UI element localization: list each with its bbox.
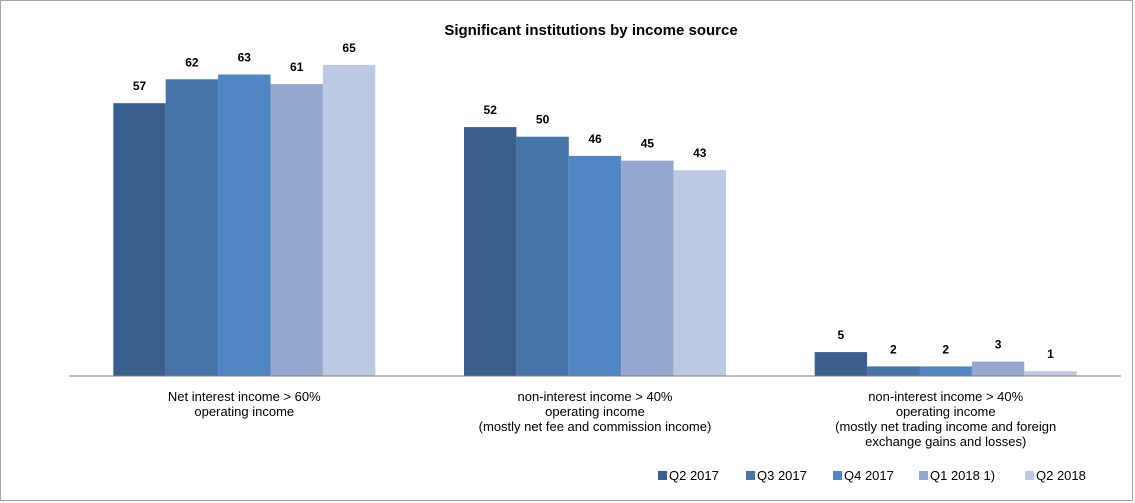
category-label-1: Net interest income > 60% operating incom… xyxy=(168,389,321,419)
bar-3-5 xyxy=(1024,371,1077,376)
data-label-2-2: 50 xyxy=(536,113,550,127)
data-label-3-1: 5 xyxy=(838,328,845,342)
category-labels-group: Net interest income > 60% operating incom… xyxy=(168,389,1056,449)
data-label-1-4: 61 xyxy=(290,60,304,74)
legend-swatch-5 xyxy=(1025,471,1034,480)
legend-swatch-2 xyxy=(746,471,755,480)
legend-label-3: Q4 2017 xyxy=(844,468,894,483)
bar-2-5 xyxy=(673,170,726,376)
bar-2-2 xyxy=(516,136,569,376)
data-label-1-2: 62 xyxy=(185,55,199,69)
bar-2-4 xyxy=(621,160,674,376)
legend-label-2: Q3 2017 xyxy=(757,468,807,483)
bar-3-4 xyxy=(971,361,1025,376)
legend-swatch-1 xyxy=(658,471,667,480)
legend-label-5: Q2 2018 xyxy=(1036,468,1086,483)
data-label-1-3: 63 xyxy=(238,51,252,65)
chart-title: Significant institutions by income sourc… xyxy=(444,22,737,39)
bar-3-1 xyxy=(814,352,868,376)
bar-3-2 xyxy=(867,366,920,376)
bars-group xyxy=(113,64,1077,377)
legend-label-4: Q1 2018 1) xyxy=(930,468,995,483)
data-label-2-5: 43 xyxy=(693,146,707,160)
category-label-line: exchange gains and losses) xyxy=(865,434,1026,449)
category-label-line: (mostly net trading income and foreign xyxy=(835,419,1056,434)
bar-1-1 xyxy=(113,103,166,376)
data-label-1-1: 57 xyxy=(133,79,147,93)
bar-1-3 xyxy=(218,74,271,376)
category-label-line: Net interest income > 60% xyxy=(168,389,321,404)
legend: Q2 2017 Q3 2017 Q4 2017 Q1 2018 1) Q2 2018 xyxy=(658,468,1086,483)
bar-1-4 xyxy=(270,84,323,376)
category-label-3: non-interest income > 40% operating incom… xyxy=(835,389,1056,449)
legend-label-1: Q2 2017 xyxy=(669,468,719,483)
bar-1-5 xyxy=(322,64,376,377)
data-label-3-2: 2 xyxy=(890,342,897,356)
category-label-line: non-interest income > 40% xyxy=(868,389,1023,404)
category-label-line: operating income xyxy=(194,404,294,419)
data-label-3-5: 1 xyxy=(1047,347,1054,361)
bar-3-3 xyxy=(919,366,972,376)
bar-2-1 xyxy=(464,127,517,376)
data-label-3-3: 2 xyxy=(942,342,949,356)
data-label-1-5: 65 xyxy=(342,41,356,55)
legend-swatch-3 xyxy=(833,471,842,480)
legend-swatch-4 xyxy=(919,471,928,480)
data-label-2-1: 52 xyxy=(484,103,498,117)
category-label-line: non-interest income > 40% xyxy=(517,389,672,404)
bar-1-2 xyxy=(165,79,219,377)
category-label-line: operating income xyxy=(545,404,645,419)
category-label-line: operating income xyxy=(896,404,996,419)
category-label-line: (mostly net fee and commission income) xyxy=(479,419,712,434)
data-label-3-4: 3 xyxy=(995,338,1002,352)
bar-2-3 xyxy=(568,155,622,376)
data-label-2-4: 45 xyxy=(641,137,655,151)
category-label-2: non-interest income > 40% operating incom… xyxy=(479,389,712,434)
data-label-2-3: 46 xyxy=(588,132,602,146)
